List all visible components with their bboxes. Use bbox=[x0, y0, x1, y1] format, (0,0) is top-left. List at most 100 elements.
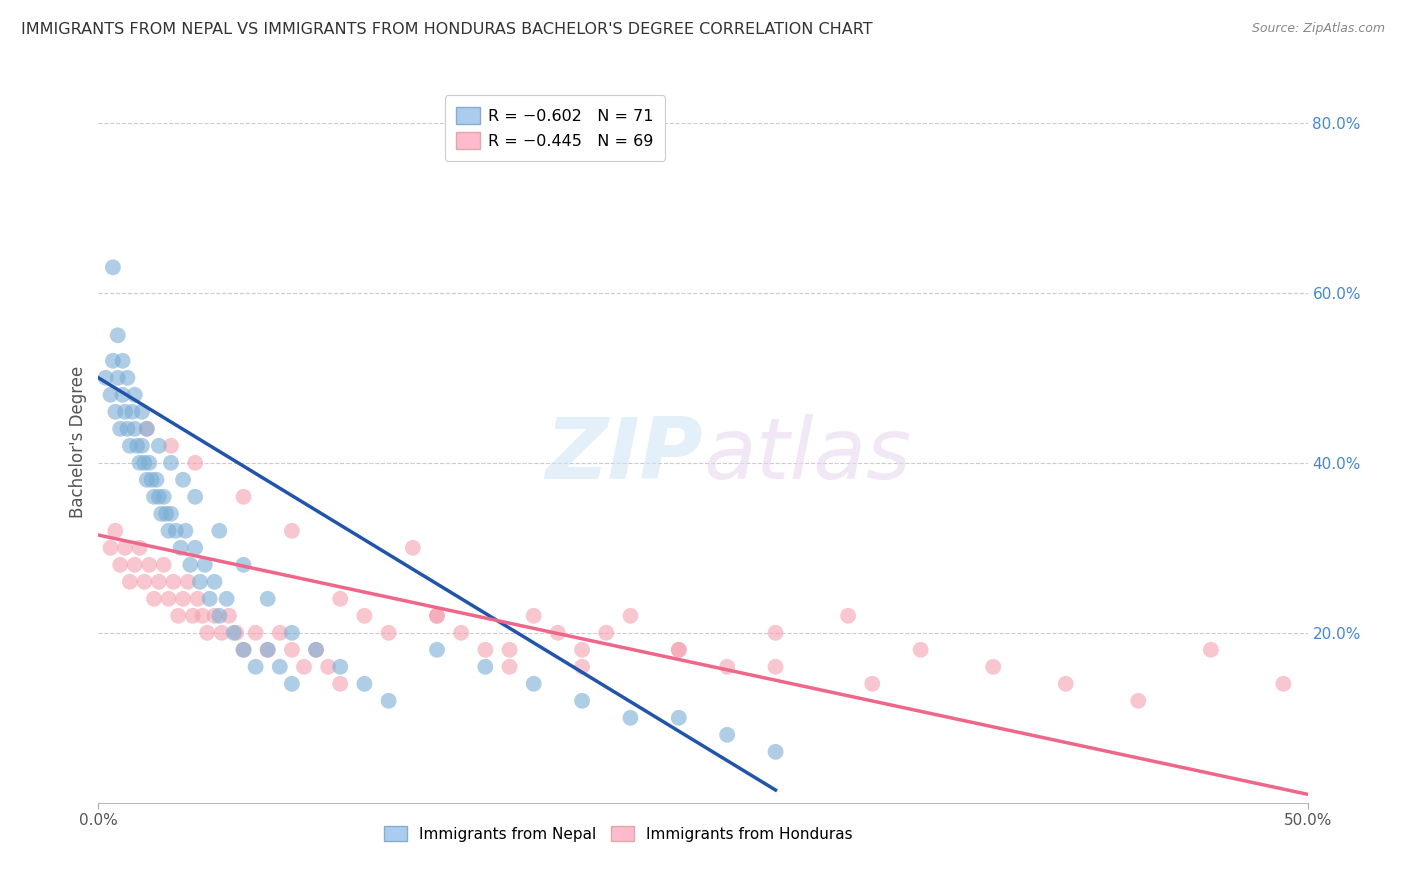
Point bbox=[215, 591, 238, 606]
Point bbox=[498, 642, 520, 657]
Point bbox=[204, 608, 226, 623]
Point bbox=[571, 660, 593, 674]
Point bbox=[108, 422, 131, 436]
Point bbox=[668, 711, 690, 725]
Point bbox=[145, 473, 167, 487]
Point bbox=[150, 507, 173, 521]
Point bbox=[134, 456, 156, 470]
Point bbox=[101, 353, 124, 368]
Point bbox=[1199, 642, 1222, 657]
Point bbox=[377, 625, 399, 640]
Point bbox=[716, 728, 738, 742]
Point bbox=[329, 591, 352, 606]
Text: ZIP: ZIP bbox=[546, 415, 703, 498]
Point bbox=[316, 660, 339, 674]
Text: Source: ZipAtlas.com: Source: ZipAtlas.com bbox=[1251, 22, 1385, 36]
Point bbox=[668, 642, 690, 657]
Point bbox=[188, 574, 211, 589]
Point bbox=[204, 574, 226, 589]
Point bbox=[668, 642, 690, 657]
Point bbox=[100, 541, 122, 555]
Point bbox=[107, 371, 129, 385]
Point bbox=[114, 405, 136, 419]
Point bbox=[111, 353, 134, 368]
Point bbox=[860, 677, 883, 691]
Point bbox=[104, 524, 127, 538]
Point bbox=[1272, 677, 1295, 691]
Point bbox=[281, 642, 304, 657]
Point bbox=[353, 677, 375, 691]
Point bbox=[232, 490, 254, 504]
Point bbox=[177, 574, 200, 589]
Point bbox=[138, 558, 160, 572]
Point bbox=[910, 642, 932, 657]
Text: atlas: atlas bbox=[703, 415, 911, 498]
Point bbox=[179, 558, 201, 572]
Point bbox=[716, 660, 738, 674]
Point bbox=[101, 260, 124, 275]
Point bbox=[245, 660, 267, 674]
Point bbox=[172, 473, 194, 487]
Point bbox=[305, 642, 328, 657]
Point bbox=[127, 439, 149, 453]
Point bbox=[121, 405, 143, 419]
Point bbox=[124, 388, 146, 402]
Point bbox=[547, 625, 569, 640]
Point bbox=[181, 608, 204, 623]
Point bbox=[837, 608, 859, 623]
Point bbox=[124, 558, 146, 572]
Point bbox=[765, 660, 787, 674]
Point bbox=[187, 591, 209, 606]
Point bbox=[100, 388, 122, 402]
Point bbox=[162, 574, 184, 589]
Point bbox=[174, 524, 197, 538]
Point bbox=[571, 694, 593, 708]
Point bbox=[108, 558, 131, 572]
Point bbox=[160, 456, 183, 470]
Point bbox=[198, 591, 221, 606]
Point bbox=[256, 642, 278, 657]
Point bbox=[232, 558, 254, 572]
Point bbox=[245, 625, 267, 640]
Point bbox=[765, 625, 787, 640]
Point bbox=[148, 574, 170, 589]
Point bbox=[152, 490, 174, 504]
Point bbox=[135, 473, 157, 487]
Point bbox=[118, 439, 141, 453]
Text: IMMIGRANTS FROM NEPAL VS IMMIGRANTS FROM HONDURAS BACHELOR'S DEGREE CORRELATION : IMMIGRANTS FROM NEPAL VS IMMIGRANTS FROM… bbox=[21, 22, 873, 37]
Point bbox=[194, 558, 217, 572]
Point bbox=[523, 608, 546, 623]
Point bbox=[172, 591, 194, 606]
Point bbox=[256, 642, 278, 657]
Point bbox=[118, 574, 141, 589]
Point bbox=[135, 422, 157, 436]
Point bbox=[148, 490, 170, 504]
Point bbox=[269, 660, 291, 674]
Point bbox=[107, 328, 129, 343]
Point bbox=[134, 574, 156, 589]
Point bbox=[143, 490, 166, 504]
Point bbox=[155, 507, 177, 521]
Point bbox=[281, 677, 304, 691]
Point bbox=[167, 608, 190, 623]
Point bbox=[305, 642, 328, 657]
Point bbox=[1054, 677, 1077, 691]
Point bbox=[131, 405, 153, 419]
Point bbox=[292, 660, 315, 674]
Point bbox=[165, 524, 187, 538]
Point bbox=[128, 541, 150, 555]
Point bbox=[571, 642, 593, 657]
Point bbox=[402, 541, 425, 555]
Point bbox=[208, 524, 231, 538]
Point bbox=[128, 456, 150, 470]
Point bbox=[329, 677, 352, 691]
Point bbox=[523, 677, 546, 691]
Point bbox=[450, 625, 472, 640]
Point bbox=[377, 694, 399, 708]
Point bbox=[191, 608, 214, 623]
Point bbox=[225, 625, 247, 640]
Point bbox=[169, 541, 191, 555]
Point bbox=[426, 608, 449, 623]
Legend: Immigrants from Nepal, Immigrants from Honduras: Immigrants from Nepal, Immigrants from H… bbox=[375, 818, 860, 849]
Point bbox=[474, 660, 496, 674]
